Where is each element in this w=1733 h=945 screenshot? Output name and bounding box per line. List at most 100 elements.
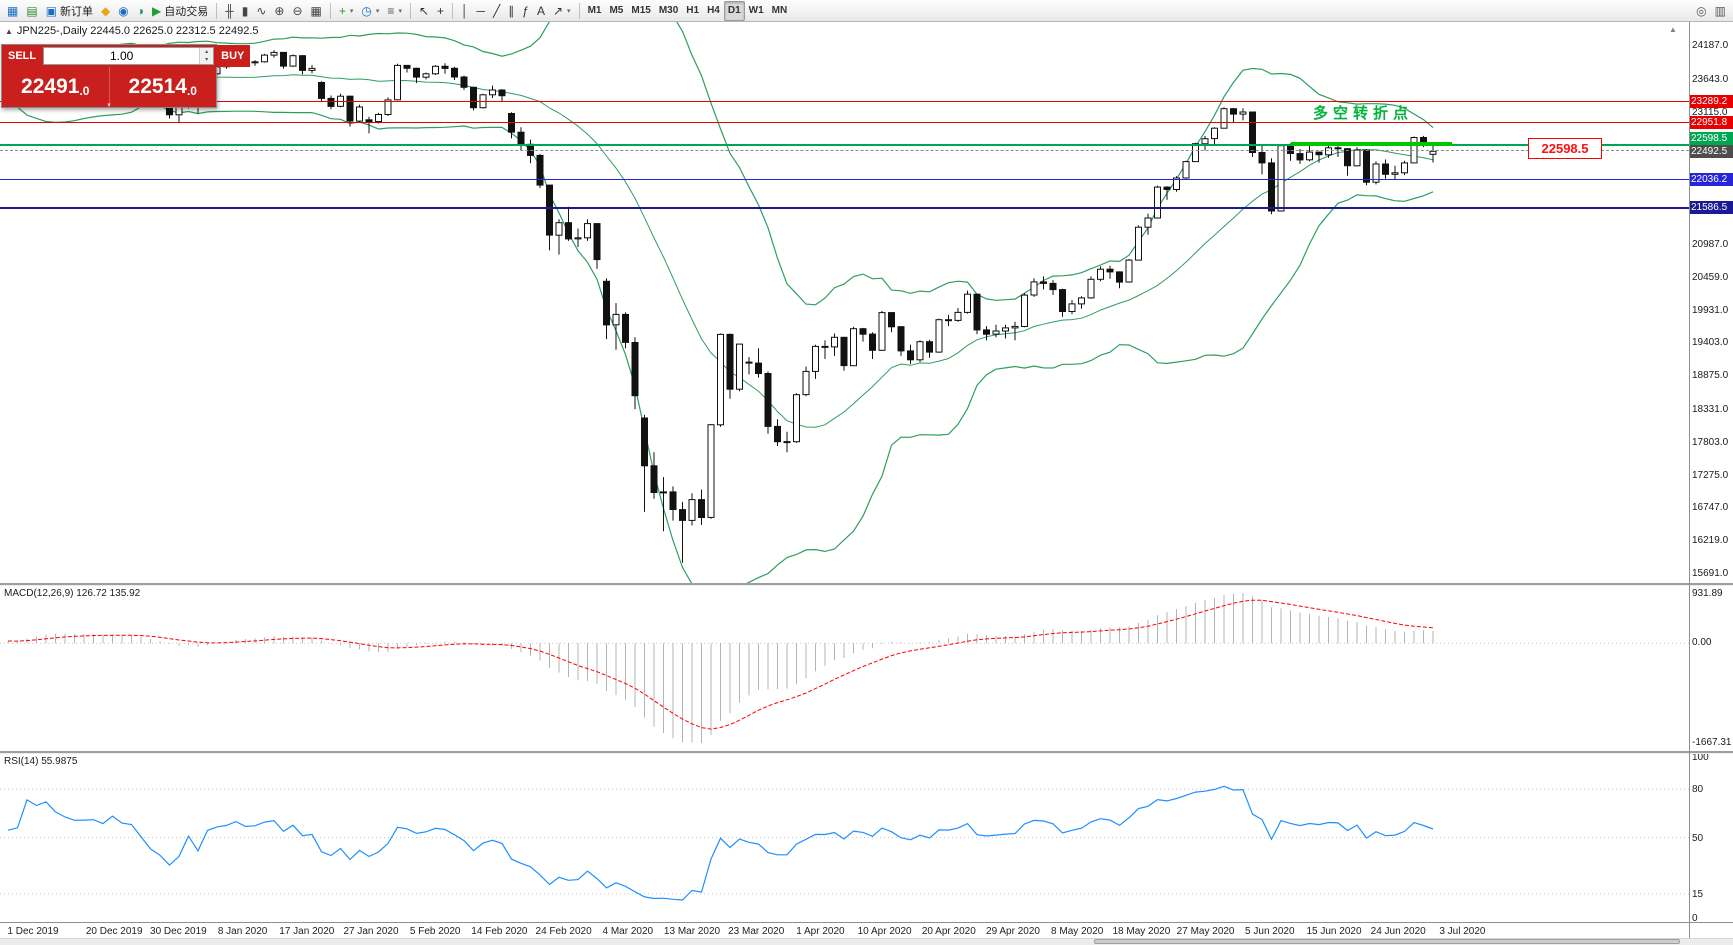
time-axis-label: 23 Mar 2020 [728,926,785,937]
volume-stepper: ▴ ▾ [43,47,215,65]
arrow-objects-button[interactable]: ↗ ▾ [549,1,575,21]
trend-segment-line[interactable] [1290,141,1452,146]
buy-price-button[interactable]: 22514.0 [108,67,217,107]
bar-chart-button[interactable]: ╫ [221,1,238,21]
toolbar-separator [409,2,411,19]
horizontal-scrollbar[interactable] [0,938,1733,945]
timeframe-d1-button[interactable]: D1 [723,0,745,21]
horizontal-scrollbar-thumb[interactable] [1094,939,1680,944]
auto-trading-button[interactable]: ▶ 自动交易 [148,1,212,21]
equidistant-channel-icon: ∥ [508,3,515,18]
data-window-button[interactable]: ◉ [114,1,132,21]
time-axis-label: 3 Jul 2020 [1439,926,1486,937]
timeframe-h4-button[interactable]: H4 [707,5,720,16]
equidistant-channel-button[interactable]: ∥ [504,1,518,21]
chart-shift-marker-icon[interactable]: ▲ [1669,25,1677,34]
cursor-button[interactable]: ↖ [415,1,433,21]
horizontal-level-line[interactable] [0,206,1689,209]
text-label-button[interactable]: A [533,1,549,21]
price-axis[interactable] [1690,22,1733,922]
periods-button-dropdown-icon[interactable]: ▾ [375,7,380,15]
sell-price-button[interactable]: 22491.0 [2,67,109,107]
timeframe-m30-button[interactable]: M30 [658,5,679,16]
add-indicator-button[interactable]: + ▾ [335,1,358,21]
trendline-button[interactable]: ╱ [489,1,504,21]
price-axis-label: 23115.0 [1692,106,1728,118]
crosshair-button[interactable]: + [433,1,448,21]
new-order-button[interactable]: ▣ 新订单 [42,1,97,21]
price-axis-label: 19931.0 [1692,304,1729,316]
panel-separator[interactable] [0,583,1733,586]
chat-panel-button[interactable]: ▥ [1711,1,1730,21]
bollinger-lower-band [8,104,1434,583]
fibonacci-button[interactable]: ƒ [518,1,533,21]
horizontal-level-line[interactable] [0,101,1689,103]
time-axis-label: 5 Feb 2020 [409,926,461,937]
timeframe-m1-button[interactable]: M1 [587,5,602,16]
horizontal-line-button[interactable]: ─ [473,1,490,21]
add-indicator-icon: + [338,3,346,18]
templates-button[interactable]: ≡ ▾ [383,1,406,21]
time-axis-label: 17 Jan 2020 [279,926,335,937]
cursor-icon: ↖ [418,3,430,18]
sell-price-frac: .0 [79,83,90,98]
panel-separator[interactable] [0,751,1733,754]
price-axis-label: 19403.0 [1692,337,1729,349]
turning-point-annotation[interactable]: 多空转折点 [1313,105,1414,122]
candlestick-chart-button[interactable]: ▮ [238,1,253,21]
time-axis-label: 29 Apr 2020 [986,926,1040,937]
time-axis[interactable] [0,923,1689,938]
toolbar-right-group: ◎ ▥ [1692,1,1730,21]
arrow-objects-button-dropdown-icon[interactable]: ▾ [567,7,571,15]
time-axis-label: 1 Apr 2020 [796,926,845,937]
search-button[interactable]: ◎ [1692,1,1710,21]
time-axis-label: 1 Dec 2019 [7,926,59,937]
time-axis-label: 24 Feb 2020 [535,926,592,937]
timeframe-mn-button[interactable]: MN [771,5,788,16]
profiles-button[interactable]: ▤ [22,1,41,21]
main-chart-canvas[interactable] [0,22,1689,583]
time-axis-label: 8 May 2020 [1051,926,1104,937]
price-axis-badge: 22492.5 [1689,145,1733,159]
line-chart-button[interactable]: ∿ [252,1,270,21]
add-indicator-button-dropdown-icon[interactable]: ▾ [349,7,354,15]
time-axis-label: 5 Jun 2020 [1245,926,1295,937]
horizontal-level-line[interactable] [0,143,1689,146]
horizontal-level-line[interactable] [0,122,1689,124]
horizontal-level-line[interactable] [0,179,1689,181]
rsi-chart-canvas[interactable] [0,753,1689,922]
new-chart-icon: ▦ [7,3,19,18]
candles-layer [4,50,1437,563]
price-level-callout[interactable]: 22598.5 [1528,138,1602,159]
templates-button-dropdown-icon[interactable]: ▾ [398,7,402,15]
periods-button[interactable]: ◷ ▾ [357,1,383,21]
volume-input[interactable] [44,48,200,64]
search-icon: ◎ [1696,3,1707,18]
new-chart-button[interactable]: ▦ [3,1,22,21]
sell-button[interactable]: SELL [2,45,43,67]
market-watch-button[interactable]: ◆ [97,1,114,21]
volume-increase-button[interactable]: ▴ [200,48,214,56]
one-click-collapse-icon[interactable]: ▲ [5,27,13,36]
zoom-out-button[interactable]: ⊖ [288,1,306,21]
tile-windows-button[interactable]: ▦ [307,1,326,21]
auto-trading-icon: ▶ [152,3,162,18]
time-axis-label: 4 Mar 2020 [602,926,654,937]
sell-price-main: 22491 [21,75,80,98]
volume-decrease-button[interactable]: ▾ [200,56,214,64]
timeframe-w1-button[interactable]: W1 [748,5,764,16]
zoom-in-button[interactable]: ⊕ [270,1,288,21]
vertical-line-button[interactable]: │ [457,1,473,21]
periods-icon: ◷ [361,3,372,18]
price-axis-label: 24187.0 [1692,40,1729,51]
timeframe-m5-button[interactable]: M5 [609,5,624,16]
macd-chart-canvas[interactable] [0,585,1689,751]
one-click-notch-icon[interactable]: ▾ [107,102,111,109]
time-axis-label: 20 Apr 2020 [921,926,976,937]
toolbar-separator [216,2,218,19]
templates-icon: ≡ [387,3,395,18]
refresh-button[interactable]: ◑ [133,1,148,21]
timeframe-h1-button[interactable]: H1 [686,5,700,16]
buy-button[interactable]: BUY [215,45,251,67]
timeframe-m15-button[interactable]: M15 [631,5,651,16]
